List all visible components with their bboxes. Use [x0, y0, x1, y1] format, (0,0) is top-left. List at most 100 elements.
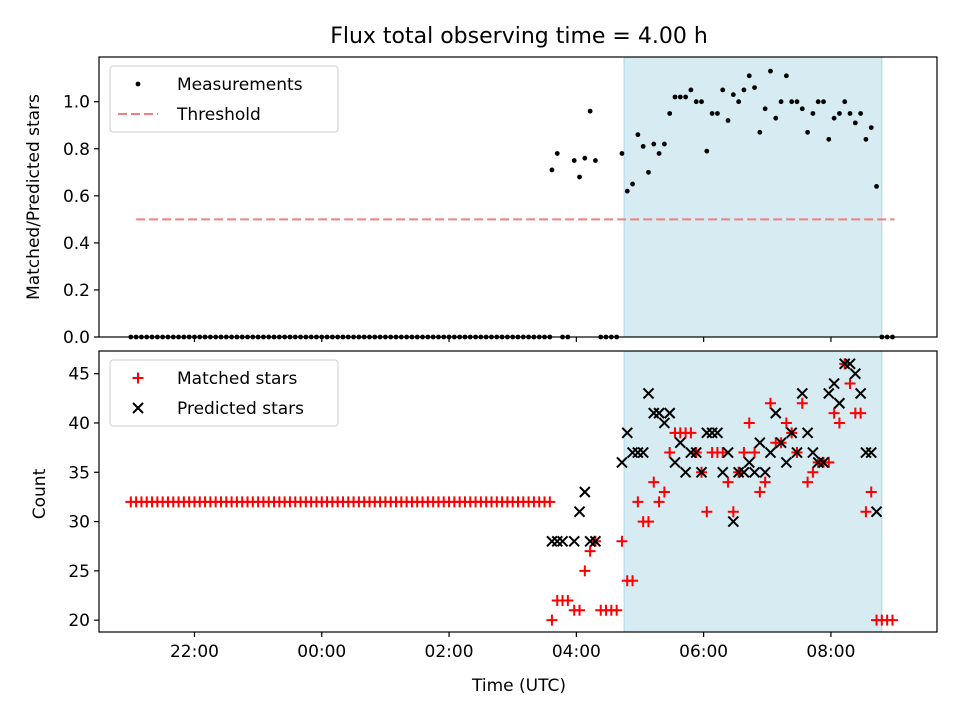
- predicted-star-point: [780, 456, 793, 469]
- matched-star-point: [627, 575, 639, 587]
- measurement-point: [826, 136, 832, 142]
- chart-title: Flux total observing time = 4.00 h: [330, 24, 708, 49]
- predicted-star-point: [642, 387, 655, 400]
- x-tick-label: 22:00: [170, 642, 219, 662]
- matched-star-point: [828, 407, 840, 419]
- measurement-point: [619, 151, 625, 156]
- matched-star-point: [754, 486, 766, 498]
- measurement-point: [837, 111, 842, 116]
- x-tick-label: 04:00: [552, 642, 601, 662]
- measurement-point: [842, 99, 848, 105]
- measurement-point: [730, 92, 736, 98]
- top-y-tick-label: 0.0: [63, 328, 90, 348]
- measurement-point: [651, 141, 657, 147]
- measurement-point: [768, 68, 773, 74]
- matched-star-point: [642, 516, 654, 528]
- measurement-point: [582, 155, 588, 161]
- matched-star-point: [844, 378, 856, 390]
- predicted-star-point: [844, 358, 856, 370]
- measurement-point: [799, 106, 805, 112]
- predicted-star-point: [770, 407, 782, 419]
- measurement-point: [656, 151, 662, 156]
- matched-star-point: [860, 506, 872, 518]
- bottom-y-tick-label: 30: [68, 513, 90, 533]
- legend-predicted-marker: [132, 402, 144, 414]
- predicted-star-point: [738, 466, 750, 478]
- predicted-star-point: [748, 466, 761, 478]
- measurement-point: [624, 188, 630, 194]
- predicted-star-point: [817, 456, 830, 469]
- predicted-star-point: [573, 506, 586, 518]
- predicted-star-point: [727, 515, 740, 528]
- legend-matched-marker: [132, 372, 144, 384]
- x-tick-label: 02:00: [425, 642, 474, 662]
- top-axes-frame: [98, 56, 938, 338]
- matched-star-point: [717, 447, 729, 459]
- matched-star-point: [616, 535, 628, 547]
- measurement-point: [868, 125, 874, 130]
- matched-star-point: [738, 447, 750, 459]
- predicted-star-point: [616, 456, 628, 469]
- measurement-point: [778, 99, 784, 105]
- measurement-point: [667, 111, 673, 116]
- measurement-point: [677, 94, 683, 100]
- measurement-point: [715, 111, 720, 116]
- measurement-point: [593, 158, 598, 163]
- predicted-star-point: [849, 367, 862, 380]
- matched-star-point: [865, 486, 877, 498]
- matched-star-point: [648, 476, 660, 488]
- measurement-point: [693, 99, 699, 105]
- predicted-star-point: [669, 456, 681, 469]
- matched-star-point: [632, 496, 644, 508]
- predicted-star-point: [674, 436, 687, 449]
- x-tick-label: 08:00: [806, 642, 855, 662]
- measurement-point: [577, 174, 582, 180]
- measurement-point: [646, 169, 651, 175]
- top-legend-label: Measurements: [177, 75, 303, 95]
- top-y-tick-label: 0.4: [63, 234, 90, 254]
- matched-star-point: [579, 565, 591, 577]
- predicted-star-point: [556, 535, 569, 547]
- measurement-point: [773, 115, 779, 121]
- predicted-star-point: [711, 427, 724, 439]
- measurement-point: [704, 148, 710, 154]
- measurement-point: [688, 87, 694, 93]
- matched-star-point: [749, 447, 761, 459]
- measurement-point: [789, 99, 795, 105]
- predicted-star-point: [801, 427, 814, 439]
- predicted-star-point: [823, 387, 835, 400]
- bottom-legend-label: Matched stars: [177, 369, 297, 389]
- bottom-panel: 20 25 30 35 40 45 22:00 00:00 02:00 04:00 06:00 08:…: [68, 350, 938, 662]
- predicted-star-point: [663, 407, 676, 419]
- measurement-point: [831, 115, 837, 121]
- predicted-star-point: [679, 466, 692, 478]
- measurement-point: [783, 73, 789, 79]
- matched-star-point: [886, 614, 898, 626]
- predicted-star-point: [695, 466, 708, 478]
- x-axis-label: Time (UTC): [471, 676, 566, 696]
- predicted-star-point: [854, 387, 867, 400]
- matched-star-point: [722, 476, 734, 488]
- predicted-star-point: [807, 446, 819, 459]
- matched-star-point: [574, 604, 586, 616]
- bottom-y-tick-label: 20: [68, 611, 90, 631]
- predicted-star-point: [690, 446, 702, 459]
- measurement-point: [757, 129, 763, 135]
- predicted-star-point: [621, 427, 633, 439]
- bottom-y-tick-label: 35: [68, 463, 90, 483]
- bottom-legend-box: [109, 359, 339, 427]
- predicted-star-point: [568, 535, 580, 547]
- measurement-point: [640, 144, 646, 149]
- predicted-star-point: [743, 456, 755, 469]
- measurement-point: [630, 181, 635, 187]
- matched-star-point: [743, 417, 755, 429]
- predicted-star-point: [589, 535, 602, 547]
- measurement-point: [794, 99, 800, 105]
- top-y-tick-label: 0.6: [63, 187, 90, 207]
- predicted-star-point: [785, 427, 798, 439]
- bottom-y-tick-label: 45: [68, 365, 90, 385]
- predicted-star-point: [754, 436, 766, 449]
- predicted-star-point: [759, 466, 771, 478]
- matched-star-point: [780, 417, 792, 429]
- matched-star-point: [833, 417, 845, 429]
